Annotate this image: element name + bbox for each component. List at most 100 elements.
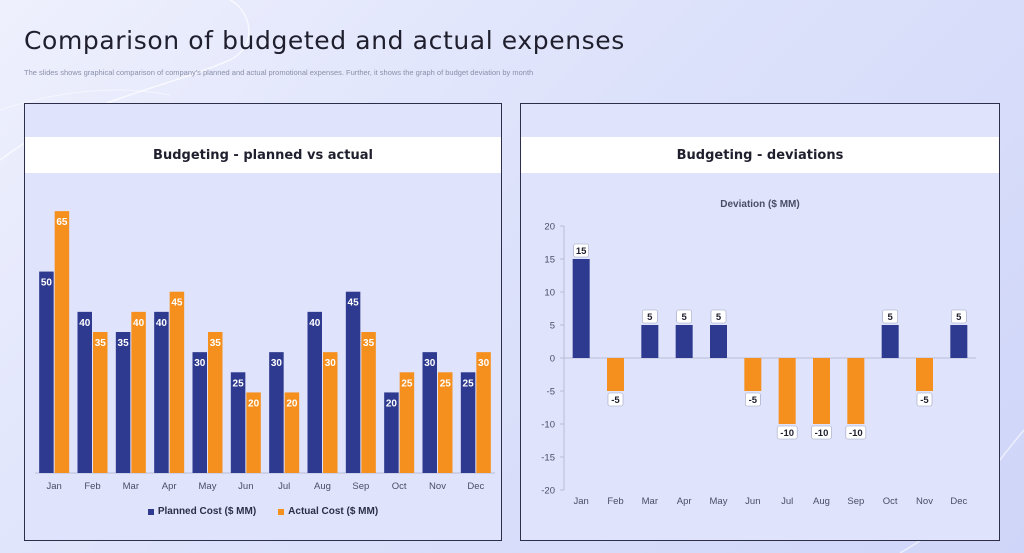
- x-tick-dev-jun: Jun: [745, 496, 760, 507]
- x-tick-sep: Sep: [352, 481, 369, 492]
- y-tick-5: 5: [550, 321, 555, 332]
- bar-deviation-nov: [916, 358, 933, 391]
- y-tick--20: -20: [541, 486, 555, 497]
- bar-planned-feb: [77, 311, 92, 473]
- label-actual-oct: 25: [401, 378, 413, 389]
- bar-deviation-dec: [950, 325, 968, 358]
- bar-actual-mar: [131, 311, 146, 473]
- label-deviation-aug: -10: [815, 428, 829, 439]
- x-tick-dev-jul: Jul: [781, 496, 793, 507]
- legend-item-actual: Actual Cost ($ MM): [278, 506, 378, 517]
- x-tick-mar: Mar: [123, 481, 139, 492]
- label-deviation-dec: 5: [956, 312, 962, 323]
- bar-planned-nov: [422, 352, 437, 473]
- label-planned-mar: 35: [118, 338, 130, 349]
- legend-swatch-planned: [147, 508, 154, 515]
- label-planned-oct: 20: [386, 398, 398, 409]
- label-planned-jun: 25: [233, 378, 245, 389]
- bar-deviation-jun: [744, 358, 762, 391]
- label-box-mar: [642, 309, 658, 324]
- bar-planned-may: [192, 352, 207, 473]
- planned-vs-actual-title: Budgeting - planned vs actual: [25, 137, 501, 173]
- y-tick--10: -10: [541, 420, 555, 431]
- bar-actual-dec: [476, 352, 491, 473]
- label-planned-may: 30: [194, 358, 206, 369]
- bar-planned-dec: [460, 372, 476, 473]
- label-actual-sep: 35: [363, 338, 375, 349]
- y-tick--5: -5: [547, 387, 555, 398]
- label-box-nov: [916, 392, 933, 407]
- label-box-dec: [951, 309, 967, 324]
- label-deviation-sep: -10: [849, 428, 863, 439]
- bar-planned-oct: [384, 392, 399, 473]
- label-actual-jul: 20: [286, 398, 298, 409]
- label-actual-jan: 65: [56, 217, 68, 228]
- x-tick-dev-sep: Sep: [847, 496, 864, 507]
- bar-actual-jan: [54, 211, 70, 473]
- planned-vs-actual-panel: Budgeting - planned vs actual 50 65 Jan 40 3…: [24, 103, 502, 541]
- label-planned-aug: 40: [309, 318, 321, 329]
- bar-deviation-feb: [607, 358, 624, 391]
- x-tick-dev-mar: Mar: [642, 496, 658, 507]
- label-planned-sep: 45: [348, 298, 360, 309]
- bar-deviation-apr: [675, 325, 693, 358]
- x-tick-dev-feb: Feb: [607, 496, 623, 507]
- label-box-jul: [776, 425, 798, 440]
- bar-actual-nov: [438, 372, 453, 473]
- x-tick-dev-may: May: [710, 496, 728, 507]
- label-actual-aug: 30: [325, 358, 337, 369]
- label-actual-may: 35: [210, 338, 222, 349]
- label-deviation-jan: 15: [576, 246, 587, 257]
- bar-deviation-jul: [778, 358, 796, 424]
- y-tick-0: 0: [550, 354, 555, 365]
- label-deviation-nov: -5: [920, 395, 929, 406]
- bar-deviation-sep: [847, 358, 865, 424]
- label-actual-mar: 40: [133, 318, 145, 329]
- planned-vs-actual-chart: 5065Jan4035Feb3540Mar4045Apr3035May2520J…: [35, 211, 495, 492]
- bar-planned-apr: [154, 311, 169, 473]
- y-tick-15: 15: [544, 255, 555, 266]
- bar-planned-sep: [345, 291, 361, 473]
- label-actual-feb: 35: [95, 338, 107, 349]
- y-tick-10: 10: [544, 288, 555, 299]
- legend-item-planned: Planned Cost ($ MM): [147, 506, 256, 517]
- x-tick-oct: Oct: [392, 481, 407, 492]
- y-tick-20: 20: [544, 222, 555, 233]
- x-tick-dev-dec: Dec: [950, 496, 967, 507]
- x-tick-dev-aug: Aug: [813, 496, 830, 507]
- x-tick-nov: Nov: [429, 481, 446, 492]
- label-box-apr: [676, 309, 692, 324]
- label-deviation-oct: 5: [888, 312, 894, 323]
- x-tick-dev-jan: Jan: [574, 496, 589, 507]
- x-tick-dec: Dec: [467, 481, 484, 492]
- deviations-panel: Budgeting - deviations Deviation ($ MM) 2…: [520, 103, 1000, 541]
- label-actual-apr: 45: [171, 298, 183, 309]
- label-box-jun: [745, 392, 761, 407]
- bar-deviation-mar: [641, 325, 659, 358]
- bar-planned-mar: [115, 332, 131, 473]
- x-tick-jan: Jan: [47, 481, 62, 492]
- label-planned-dec: 25: [463, 378, 475, 389]
- bar-deviation-may: [710, 325, 727, 358]
- deviations-chart: Deviation ($ MM) 20 15 10 5 0 -5 -10 -15 -20 15 Jan…: [541, 199, 976, 507]
- x-tick-feb: Feb: [84, 481, 100, 492]
- page-subtitle: The slides shows graphical comparison of…: [24, 68, 534, 77]
- label-box-may: [710, 309, 727, 324]
- x-tick-jun: Jun: [238, 481, 253, 492]
- x-tick-aug: Aug: [314, 481, 331, 492]
- label-actual-dec: 30: [478, 358, 490, 369]
- label-planned-jan: 50: [41, 278, 53, 289]
- x-tick-dev-oct: Oct: [883, 496, 898, 507]
- label-actual-jun: 20: [248, 398, 260, 409]
- label-deviation-may: 5: [716, 312, 722, 323]
- label-box-oct: [882, 309, 898, 324]
- page-title: Comparison of budgeted and actual expens…: [24, 26, 625, 55]
- bar-actual-oct: [399, 372, 415, 473]
- legend-swatch-actual: [278, 508, 285, 515]
- legend-label-actual: Actual Cost ($ MM): [288, 506, 379, 517]
- bar-deviation-jan: [572, 259, 590, 358]
- bar-planned-jul: [269, 352, 284, 473]
- label-box-sep: [845, 425, 867, 440]
- bar-planned-jan: [39, 271, 54, 473]
- x-tick-dev-apr: Apr: [677, 496, 692, 507]
